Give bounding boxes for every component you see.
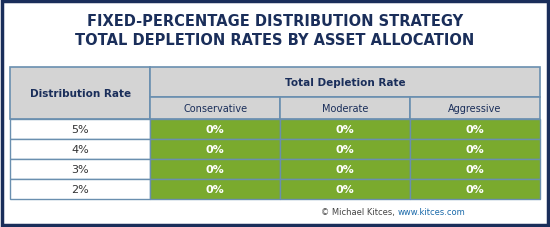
Bar: [151, 98, 280, 119]
Text: 0%: 0%: [206, 184, 225, 194]
Text: 0%: 0%: [466, 144, 485, 154]
Text: 0%: 0%: [336, 184, 355, 194]
Bar: [410, 139, 540, 159]
Text: 0%: 0%: [206, 144, 225, 154]
Text: 0%: 0%: [336, 164, 355, 174]
Bar: [410, 98, 540, 119]
Text: 0%: 0%: [206, 164, 225, 174]
Bar: [10, 119, 151, 139]
Bar: [280, 179, 410, 199]
Text: Total Depletion Rate: Total Depletion Rate: [285, 78, 405, 88]
Bar: [151, 179, 280, 199]
Bar: [10, 159, 151, 179]
Text: 0%: 0%: [466, 164, 485, 174]
Bar: [151, 119, 280, 139]
Text: 0%: 0%: [466, 184, 485, 194]
Text: 2%: 2%: [72, 184, 89, 194]
Bar: [151, 139, 280, 159]
Bar: [151, 159, 280, 179]
Bar: [280, 119, 410, 139]
Bar: [10, 139, 151, 159]
Text: FIXED-PERCENTAGE DISTRIBUTION STRATEGY
TOTAL DEPLETION RATES BY ASSET ALLOCATION: FIXED-PERCENTAGE DISTRIBUTION STRATEGY T…: [75, 14, 475, 48]
Bar: [280, 139, 410, 159]
Bar: [151, 68, 540, 98]
Text: www.kitces.com: www.kitces.com: [398, 207, 466, 217]
Bar: [410, 179, 540, 199]
Bar: [280, 159, 410, 179]
Bar: [410, 119, 540, 139]
Text: Distribution Rate: Distribution Rate: [30, 89, 131, 99]
Text: © Michael Kitces,: © Michael Kitces,: [321, 207, 395, 217]
Text: Aggressive: Aggressive: [448, 104, 502, 114]
Bar: [10, 68, 151, 119]
Text: 0%: 0%: [466, 124, 485, 134]
Text: 0%: 0%: [206, 124, 225, 134]
Text: Moderate: Moderate: [322, 104, 368, 114]
Bar: [410, 159, 540, 179]
Text: 5%: 5%: [72, 124, 89, 134]
Text: 3%: 3%: [72, 164, 89, 174]
Bar: [10, 179, 151, 199]
Bar: [280, 98, 410, 119]
Text: 4%: 4%: [72, 144, 89, 154]
Text: 0%: 0%: [336, 124, 355, 134]
Text: 0%: 0%: [336, 144, 355, 154]
Text: Conservative: Conservative: [183, 104, 248, 114]
